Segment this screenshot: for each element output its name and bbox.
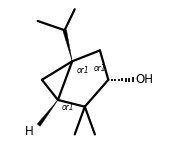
Text: H: H [25,125,34,138]
Text: OH: OH [135,73,153,86]
Text: or1: or1 [61,103,74,112]
Polygon shape [63,30,72,61]
Polygon shape [37,100,58,126]
Text: or1: or1 [94,64,107,73]
Text: or1: or1 [76,66,89,75]
